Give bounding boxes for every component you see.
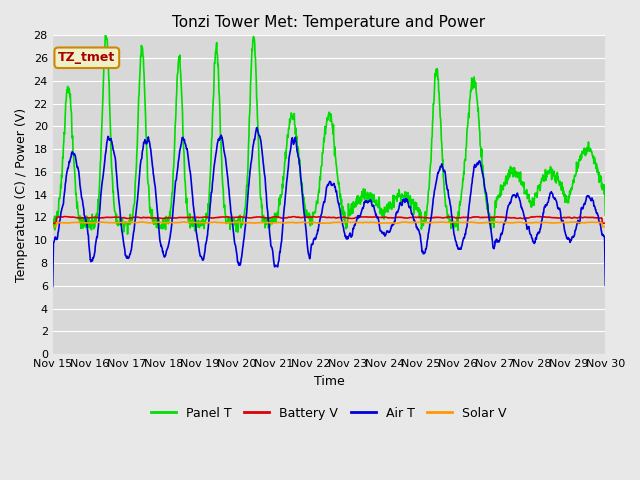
Panel T xyxy=(234,216,242,222)
X-axis label: Time: Time xyxy=(314,374,344,387)
Battery V xyxy=(536,214,543,220)
Battery V xyxy=(172,215,179,221)
Battery V xyxy=(415,215,422,220)
Battery V xyxy=(536,214,544,219)
Panel T xyxy=(488,216,495,221)
Line: Solar V: Solar V xyxy=(52,222,605,227)
Solar V xyxy=(49,224,56,229)
Line: Panel T: Panel T xyxy=(52,36,605,234)
Battery V xyxy=(234,214,241,220)
Air T xyxy=(49,284,56,289)
Solar V xyxy=(536,220,544,226)
Panel T xyxy=(536,183,544,189)
Legend: Panel T, Battery V, Air T, Solar V: Panel T, Battery V, Air T, Solar V xyxy=(147,402,512,425)
Panel T xyxy=(173,96,180,101)
Air T xyxy=(415,228,423,234)
Air T xyxy=(234,258,241,264)
Air T xyxy=(158,245,166,251)
Air T xyxy=(253,125,260,131)
Panel T xyxy=(102,33,109,38)
Solar V xyxy=(488,219,495,225)
Solar V xyxy=(234,219,241,225)
Title: Tonzi Tower Met: Temperature and Power: Tonzi Tower Met: Temperature and Power xyxy=(172,15,486,30)
Line: Air T: Air T xyxy=(52,128,605,287)
Panel T xyxy=(602,213,609,218)
Panel T xyxy=(415,215,423,221)
Panel T xyxy=(124,231,131,237)
Solar V xyxy=(158,220,166,226)
Text: TZ_tmet: TZ_tmet xyxy=(58,51,115,64)
Air T xyxy=(488,230,495,236)
Battery V xyxy=(49,220,56,226)
Air T xyxy=(602,283,609,288)
Solar V xyxy=(172,220,179,226)
Battery V xyxy=(487,215,495,220)
Panel T xyxy=(159,216,167,222)
Air T xyxy=(536,226,544,232)
Air T xyxy=(172,178,179,184)
Solar V xyxy=(602,224,609,229)
Y-axis label: Temperature (C) / Power (V): Temperature (C) / Power (V) xyxy=(15,108,28,282)
Solar V xyxy=(341,219,349,225)
Solar V xyxy=(415,219,423,225)
Line: Battery V: Battery V xyxy=(52,216,605,223)
Battery V xyxy=(158,216,166,221)
Battery V xyxy=(602,220,609,226)
Panel T xyxy=(49,224,56,229)
